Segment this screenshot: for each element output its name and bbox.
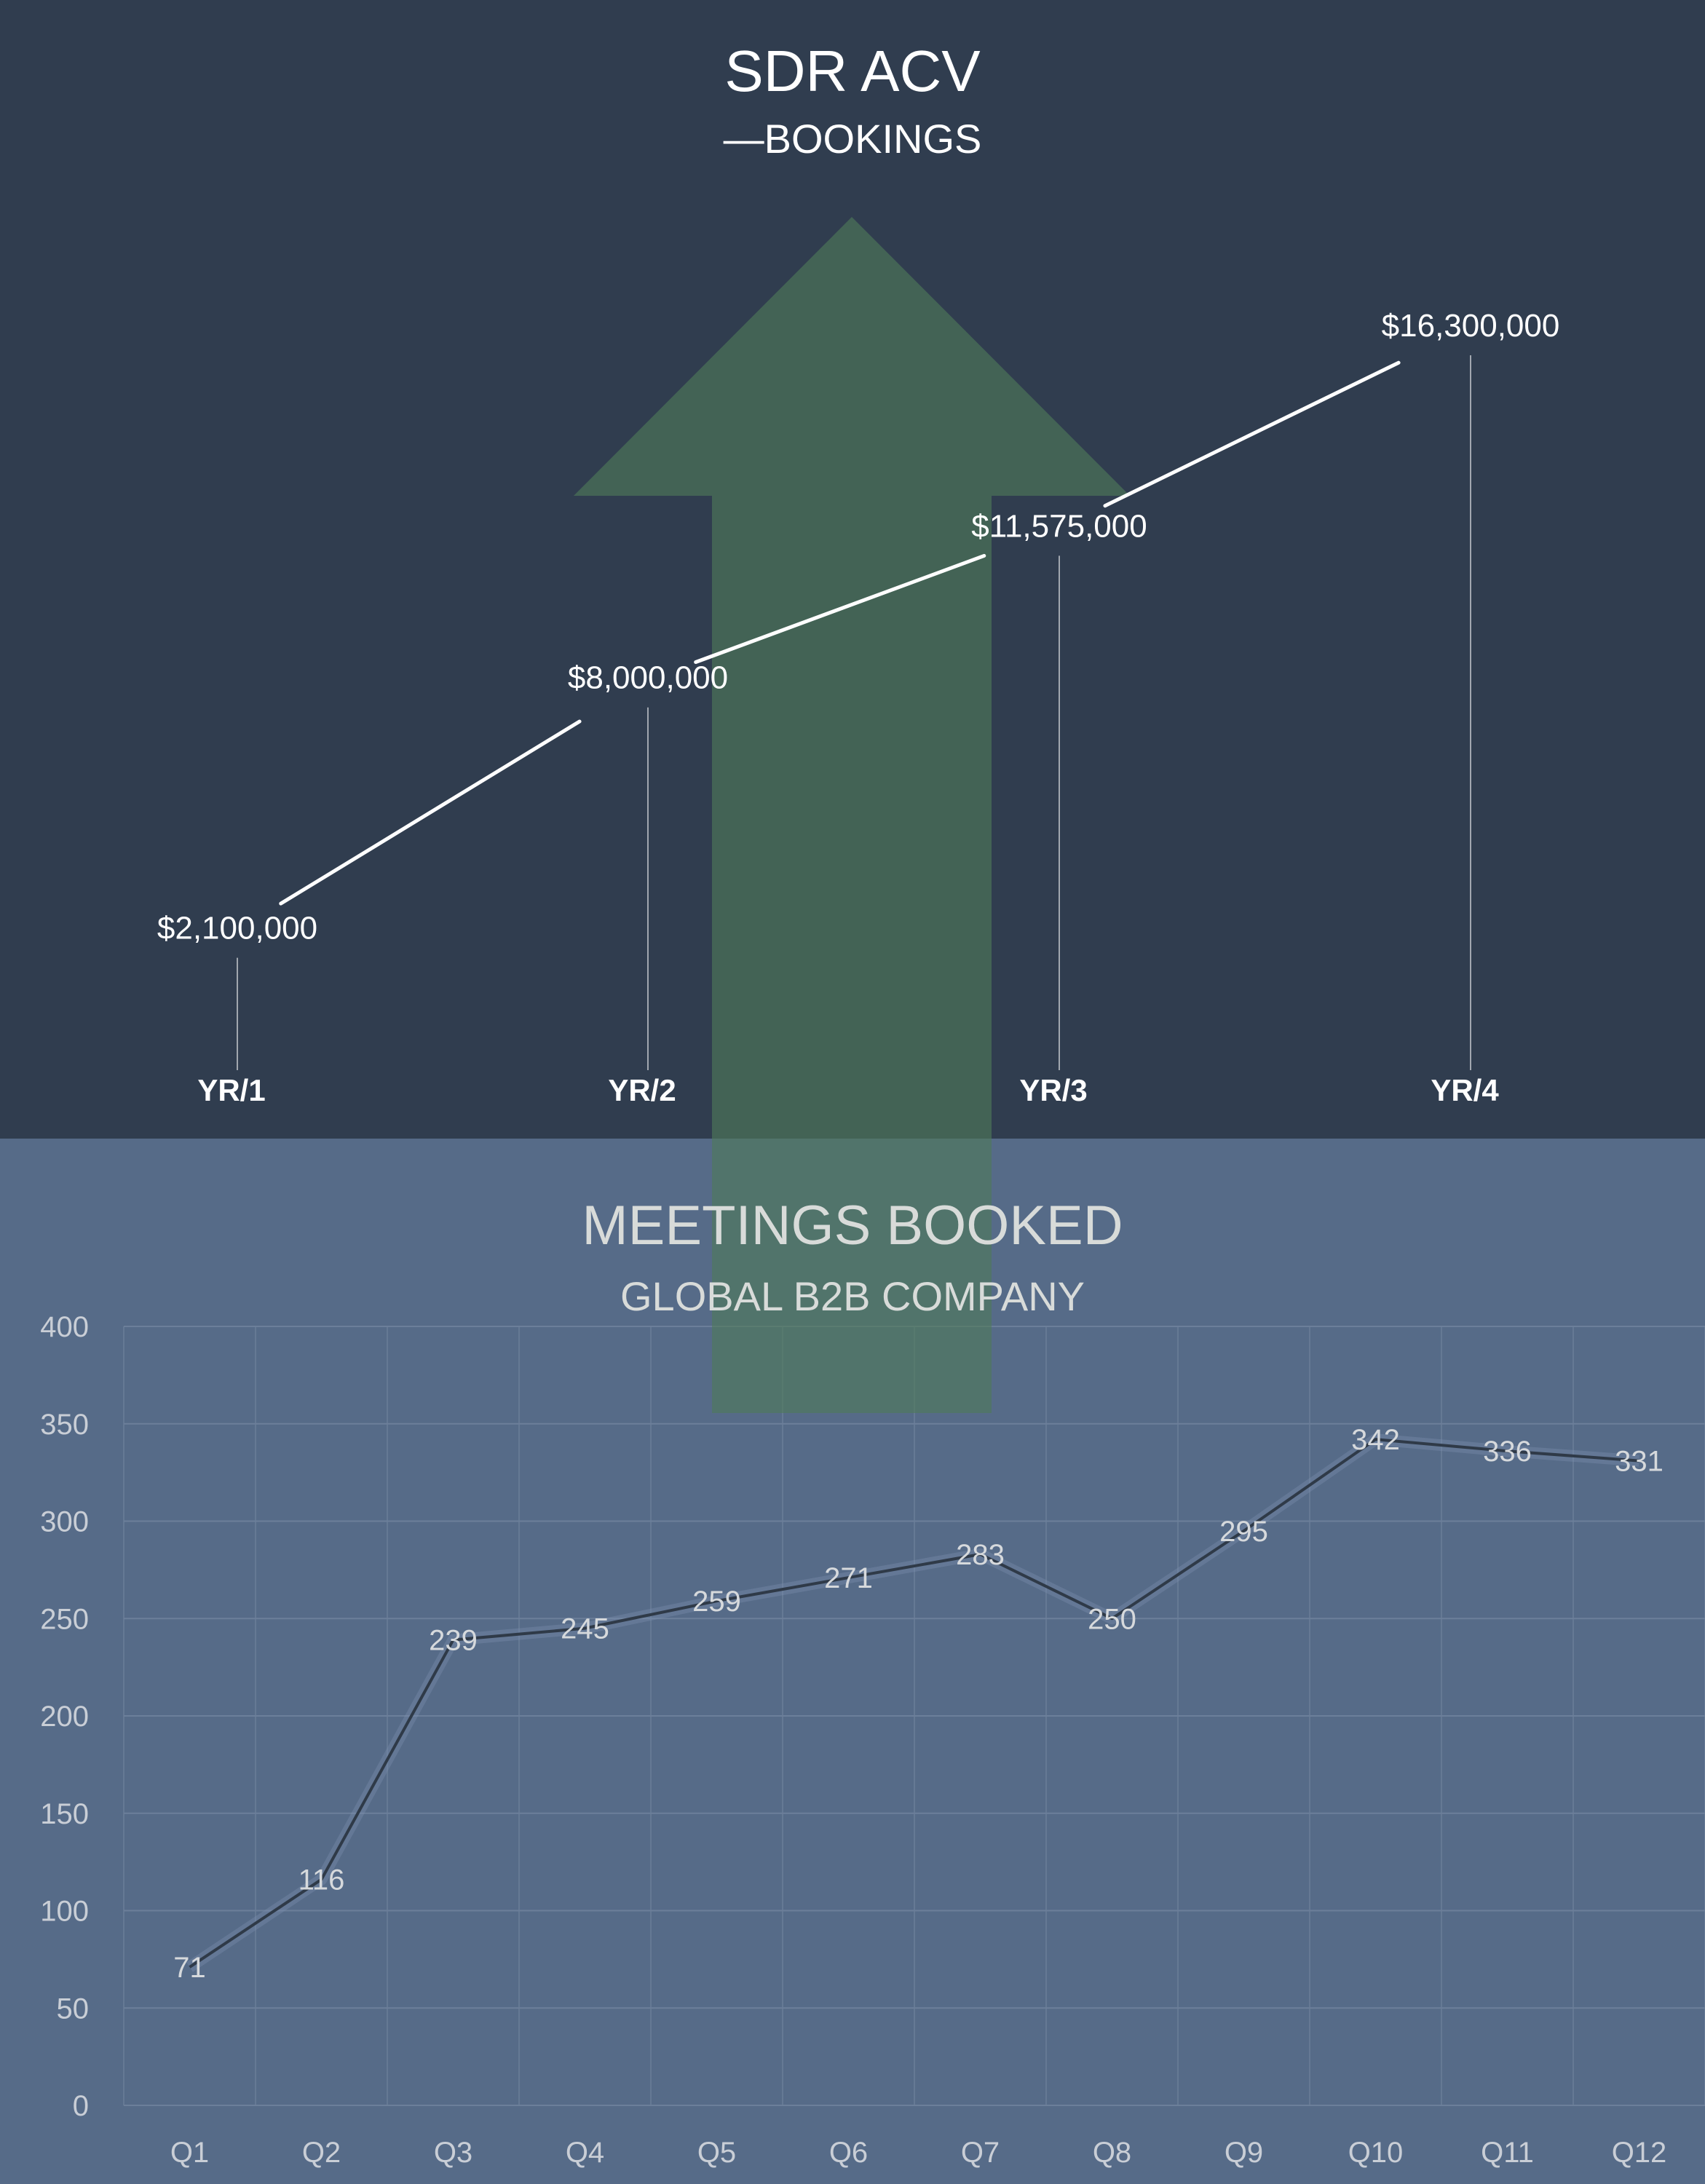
acv-category-label: YR/1 (197, 1073, 265, 1107)
acv-category-label: YR/3 (1019, 1073, 1087, 1107)
acv-category-label: YR/4 (1431, 1073, 1499, 1107)
acv-line-segment (1103, 360, 1401, 508)
x-axis-tick-label: Q3 (434, 2137, 472, 2169)
x-axis-tick-label: Q10 (1348, 2137, 1404, 2169)
y-axis-tick-label: 0 (73, 2090, 89, 2122)
meetings-chart-subtitle: GLOBAL B2B COMPANY (620, 1273, 1085, 1319)
y-axis-tick-label: 350 (40, 1409, 89, 1441)
y-axis-tick-label: 150 (40, 1798, 89, 1830)
meetings-chart-title: MEETINGS BOOKED (582, 1195, 1123, 1257)
acv-data-label: $2,100,000 (157, 911, 317, 946)
acv-chart-title: SDR ACV (724, 39, 981, 103)
acv-chart-subtitle: —BOOKINGS (723, 116, 982, 162)
acv-line-segment (279, 719, 582, 906)
meetings-data-label: 331 (1615, 1446, 1664, 1478)
x-axis-tick-label: Q4 (566, 2137, 604, 2169)
y-axis-tick-label: 50 (57, 1993, 90, 2025)
meetings-line (189, 1438, 1639, 1969)
acv-data-label: $11,575,000 (971, 508, 1147, 544)
meetings-data-label: 71 (173, 1952, 206, 1984)
y-axis-tick-label: 250 (40, 1603, 89, 1635)
meetings-data-label: 336 (1483, 1436, 1532, 1468)
meetings-data-label: 116 (298, 1864, 345, 1896)
x-axis-tick-label: Q11 (1481, 2137, 1534, 2169)
meetings-data-label: 342 (1351, 1424, 1400, 1456)
meetings-data-label: 250 (1088, 1603, 1136, 1635)
acv-data-label: $16,300,000 (1382, 308, 1560, 344)
meetings-data-label: 245 (561, 1613, 609, 1645)
x-axis-tick-label: Q7 (961, 2137, 1000, 2169)
x-axis-tick-label: Q6 (829, 2137, 868, 2169)
x-axis-tick-label: Q12 (1612, 2137, 1667, 2169)
meetings-data-label: 295 (1219, 1516, 1268, 1548)
x-axis-tick-label: Q1 (170, 2137, 209, 2169)
y-axis-tick-label: 400 (40, 1311, 89, 1343)
x-axis-tick-label: Q2 (302, 2137, 341, 2169)
x-axis-tick-label: Q9 (1225, 2137, 1263, 2169)
y-axis-tick-label: 300 (40, 1506, 89, 1538)
acv-data-label: $8,000,000 (568, 660, 728, 696)
y-axis-tick-label: 100 (40, 1896, 89, 1928)
meetings-data-label: 283 (956, 1539, 1005, 1571)
meetings-data-label: 239 (429, 1625, 478, 1657)
acv-category-label: YR/2 (608, 1073, 676, 1107)
x-axis-tick-label: Q5 (697, 2137, 736, 2169)
meetings-data-label: 259 (692, 1586, 741, 1618)
acv-line-segment (694, 553, 986, 665)
x-axis-tick-label: Q8 (1093, 2137, 1131, 2169)
meetings-data-label: 271 (824, 1562, 873, 1594)
y-axis-tick-label: 200 (40, 1701, 89, 1733)
